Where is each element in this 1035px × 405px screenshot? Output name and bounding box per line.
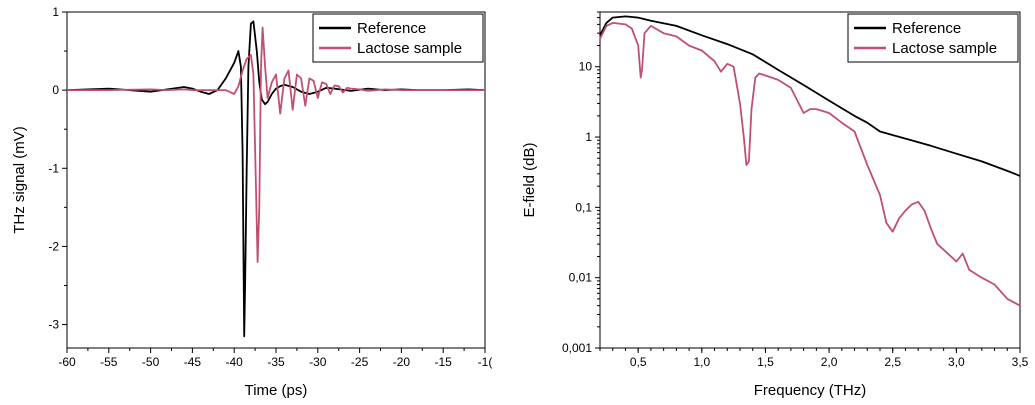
x-tick-label: 2,0 — [821, 355, 838, 369]
x-tick-label: -60 — [58, 355, 76, 369]
y-tick-label: 0,001 — [562, 341, 592, 355]
x-axis-label: Frequency (THz) — [754, 382, 867, 399]
x-tick-label: -35 — [267, 355, 285, 369]
y-tick-label: 0 — [52, 83, 59, 97]
axis-ticks: -60 -55 -50 -45 -40 -35 -30 -25 -20 -15 -1( -3 -2 -1 0… — [48, 5, 492, 369]
x-tick-label: 3,5 — [1012, 355, 1029, 369]
x-tick-label: 1,5 — [757, 355, 774, 369]
y-tick-label: 0,1 — [575, 200, 592, 214]
x-tick-label: -1( — [478, 355, 493, 369]
axis-ticks: 0,5 1,0 1,5 2,0 2,5 3,0 3,5 0,001 0,01 0,1 1 10 — [562, 11, 1029, 369]
x-tick-label: 3,0 — [948, 355, 965, 369]
x-tick-label: -50 — [142, 355, 160, 369]
legend-box — [312, 13, 484, 63]
y-axis-label: E-field (dB) — [521, 142, 538, 217]
series-line — [67, 26, 485, 263]
x-axis-label: Time (ps) — [245, 382, 308, 399]
legend-box — [847, 13, 1019, 63]
series-line — [66, 20, 486, 338]
x-tick-label: -20 — [393, 355, 411, 369]
legend-label: Lactose sample — [357, 40, 462, 57]
x-tick-label: 1,0 — [693, 355, 710, 369]
legend-label: Reference — [892, 20, 961, 37]
legend: Reference Lactose sample — [847, 13, 1019, 63]
y-axis-label: THz signal (mV) — [11, 126, 28, 234]
y-tick-label: -1 — [48, 161, 59, 175]
x-tick-label: -45 — [184, 355, 202, 369]
series-line — [599, 21, 1021, 307]
x-tick-label: -25 — [351, 355, 369, 369]
legend: Reference Lactose sample — [312, 13, 484, 63]
legend-label: Lactose sample — [892, 40, 997, 57]
x-tick-label: 2,5 — [884, 355, 901, 369]
plot-area-frame — [599, 11, 1021, 349]
x-tick-label: -30 — [309, 355, 327, 369]
time-domain-chart: -60 -55 -50 -45 -40 -35 -30 -25 -20 -15 -1( -3 -2 -1 0… — [11, 5, 492, 399]
x-tick-label: -40 — [226, 355, 244, 369]
x-tick-label: 0,5 — [630, 355, 647, 369]
y-tick-label: 0,01 — [569, 271, 593, 285]
series-lines — [66, 20, 486, 338]
y-tick-label: -2 — [48, 239, 59, 253]
x-tick-label: -55 — [100, 355, 118, 369]
x-tick-label: -15 — [435, 355, 453, 369]
y-tick-label: 10 — [579, 60, 593, 74]
frequency-domain-chart: 0,5 1,0 1,5 2,0 2,5 3,0 3,5 0,001 0,01 0,1 1 10 Ref… — [521, 11, 1029, 399]
y-tick-label: 1 — [52, 5, 59, 19]
y-tick-label: -3 — [48, 318, 59, 332]
series-line — [599, 15, 1021, 177]
series-lines — [599, 15, 1021, 307]
y-tick-label: 1 — [585, 130, 592, 144]
legend-label: Reference — [357, 20, 426, 37]
